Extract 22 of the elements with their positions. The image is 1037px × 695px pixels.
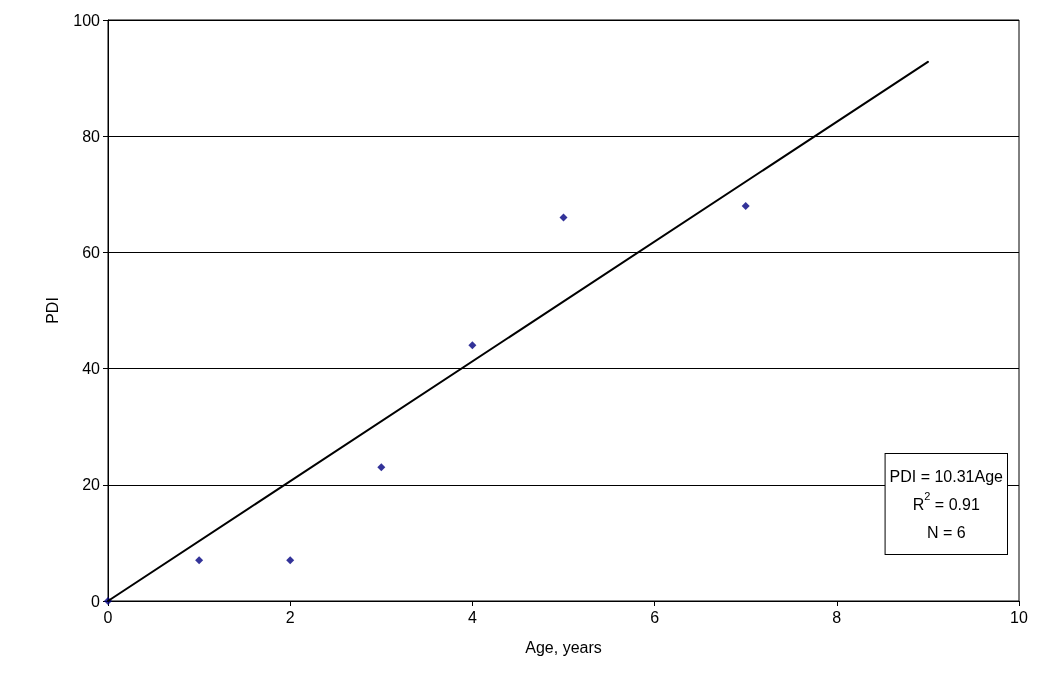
y-tick-label: 80	[82, 127, 101, 145]
x-tick-label: 2	[285, 608, 295, 626]
x-tick-label: 4	[467, 608, 477, 626]
x-tick-label: 10	[1010, 608, 1028, 626]
y-tick-label: 40	[82, 360, 101, 378]
x-tick-label: 8	[832, 608, 842, 626]
x-tick-label: 0	[103, 608, 113, 626]
y-tick-label: 20	[82, 476, 101, 494]
y-tick-label: 100	[73, 11, 101, 29]
point	[741, 201, 750, 210]
point	[559, 213, 568, 222]
point	[286, 556, 295, 565]
annotation: N = 6	[926, 523, 966, 541]
x-axis-title: Age, years	[525, 638, 602, 656]
y-tick-label: 60	[82, 243, 101, 261]
y-axis-title: PDI	[43, 297, 61, 324]
x-tick-label: 6	[650, 608, 660, 626]
annotation: PDI = 10.31Age	[889, 467, 1004, 485]
point	[377, 463, 386, 472]
y-tick-label: 0	[91, 592, 101, 610]
point	[468, 341, 477, 350]
point	[195, 556, 204, 565]
